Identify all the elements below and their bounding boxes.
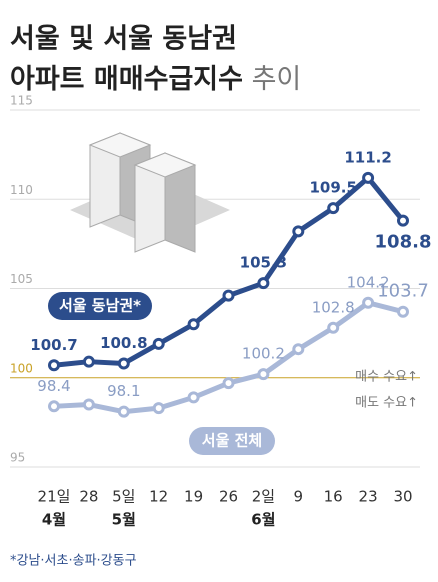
legend-pill: [48, 292, 152, 320]
point: [292, 343, 305, 356]
data-label: 102.8: [312, 298, 355, 316]
chart-title-suffix: 추이: [252, 64, 302, 95]
x-tick-label: 23: [359, 488, 378, 506]
plot: 95 100 105 110 115 21일 4월 28 5일 5월 12 19 26 2일 6월 9 16 23…: [10, 94, 431, 529]
x-tick-label: 5일: [112, 488, 135, 506]
point: [117, 357, 130, 370]
annotation: 매수 수요↑: [355, 369, 418, 384]
data-label: 105.3: [240, 254, 287, 272]
point: [292, 225, 305, 238]
data-label: 100.8: [100, 334, 147, 352]
data-label: 109.5: [309, 179, 356, 197]
point: [187, 318, 200, 331]
chart-title: 아파트 매매수급지수 추이: [10, 64, 301, 95]
point: [187, 391, 200, 404]
chart-title: 서울 및 서울 동남권: [10, 24, 237, 55]
x-tick-label: 2일: [252, 488, 275, 506]
point: [222, 377, 235, 390]
y-tick-label: 105: [10, 272, 33, 286]
x-group-label: 5월: [112, 511, 136, 529]
data-label: 98.1: [107, 382, 140, 400]
point: [152, 337, 165, 350]
x-tick-label: 16: [324, 488, 343, 506]
data-label: 104.2: [347, 273, 390, 291]
data-label: 111.2: [344, 148, 391, 166]
data-label: 100.7: [30, 336, 77, 354]
x-tick-label: 28: [79, 488, 98, 506]
chart-title: 아파트 매매수급지수: [10, 64, 243, 95]
point: [257, 277, 270, 290]
legend-pill: [189, 427, 275, 455]
point: [82, 398, 95, 411]
y-tick-label: 115: [10, 94, 33, 108]
legend-label: 서울 동남권*: [59, 297, 141, 315]
point: [362, 296, 375, 309]
x-group-label: 6월: [251, 511, 275, 529]
point: [152, 402, 165, 415]
data-label: 100.2: [242, 345, 285, 363]
point: [48, 400, 60, 413]
point: [48, 359, 60, 372]
point: [327, 321, 340, 334]
point: [397, 305, 409, 318]
x-group-label: 4월: [42, 511, 66, 529]
point: [327, 202, 340, 215]
data-label: 98.4: [37, 377, 70, 395]
x-tick-label: 21일: [38, 488, 71, 506]
point: [117, 405, 130, 418]
data-label: 103.7: [377, 281, 429, 302]
point: [82, 355, 95, 368]
x-tick-label: 26: [219, 488, 238, 506]
x-tick-label: 9: [294, 488, 304, 506]
footnote: *강남·서초·송파·강동구: [10, 554, 137, 569]
y-tick-label: 95: [10, 451, 25, 465]
annotation: 매도 수요↑: [355, 395, 418, 410]
legend-label: 서울 전체: [202, 432, 262, 450]
point: [257, 368, 270, 381]
data-label: 108.8: [375, 232, 432, 253]
y-tick-label: 100: [10, 361, 33, 375]
x-tick-label: 30: [393, 488, 412, 506]
y-tick-label: 110: [10, 183, 33, 197]
building-illustration: [70, 132, 230, 253]
point: [362, 171, 375, 184]
point: [397, 214, 409, 227]
point: [222, 289, 235, 302]
x-tick-label: 12: [149, 488, 168, 506]
x-tick-label: 19: [184, 488, 203, 506]
